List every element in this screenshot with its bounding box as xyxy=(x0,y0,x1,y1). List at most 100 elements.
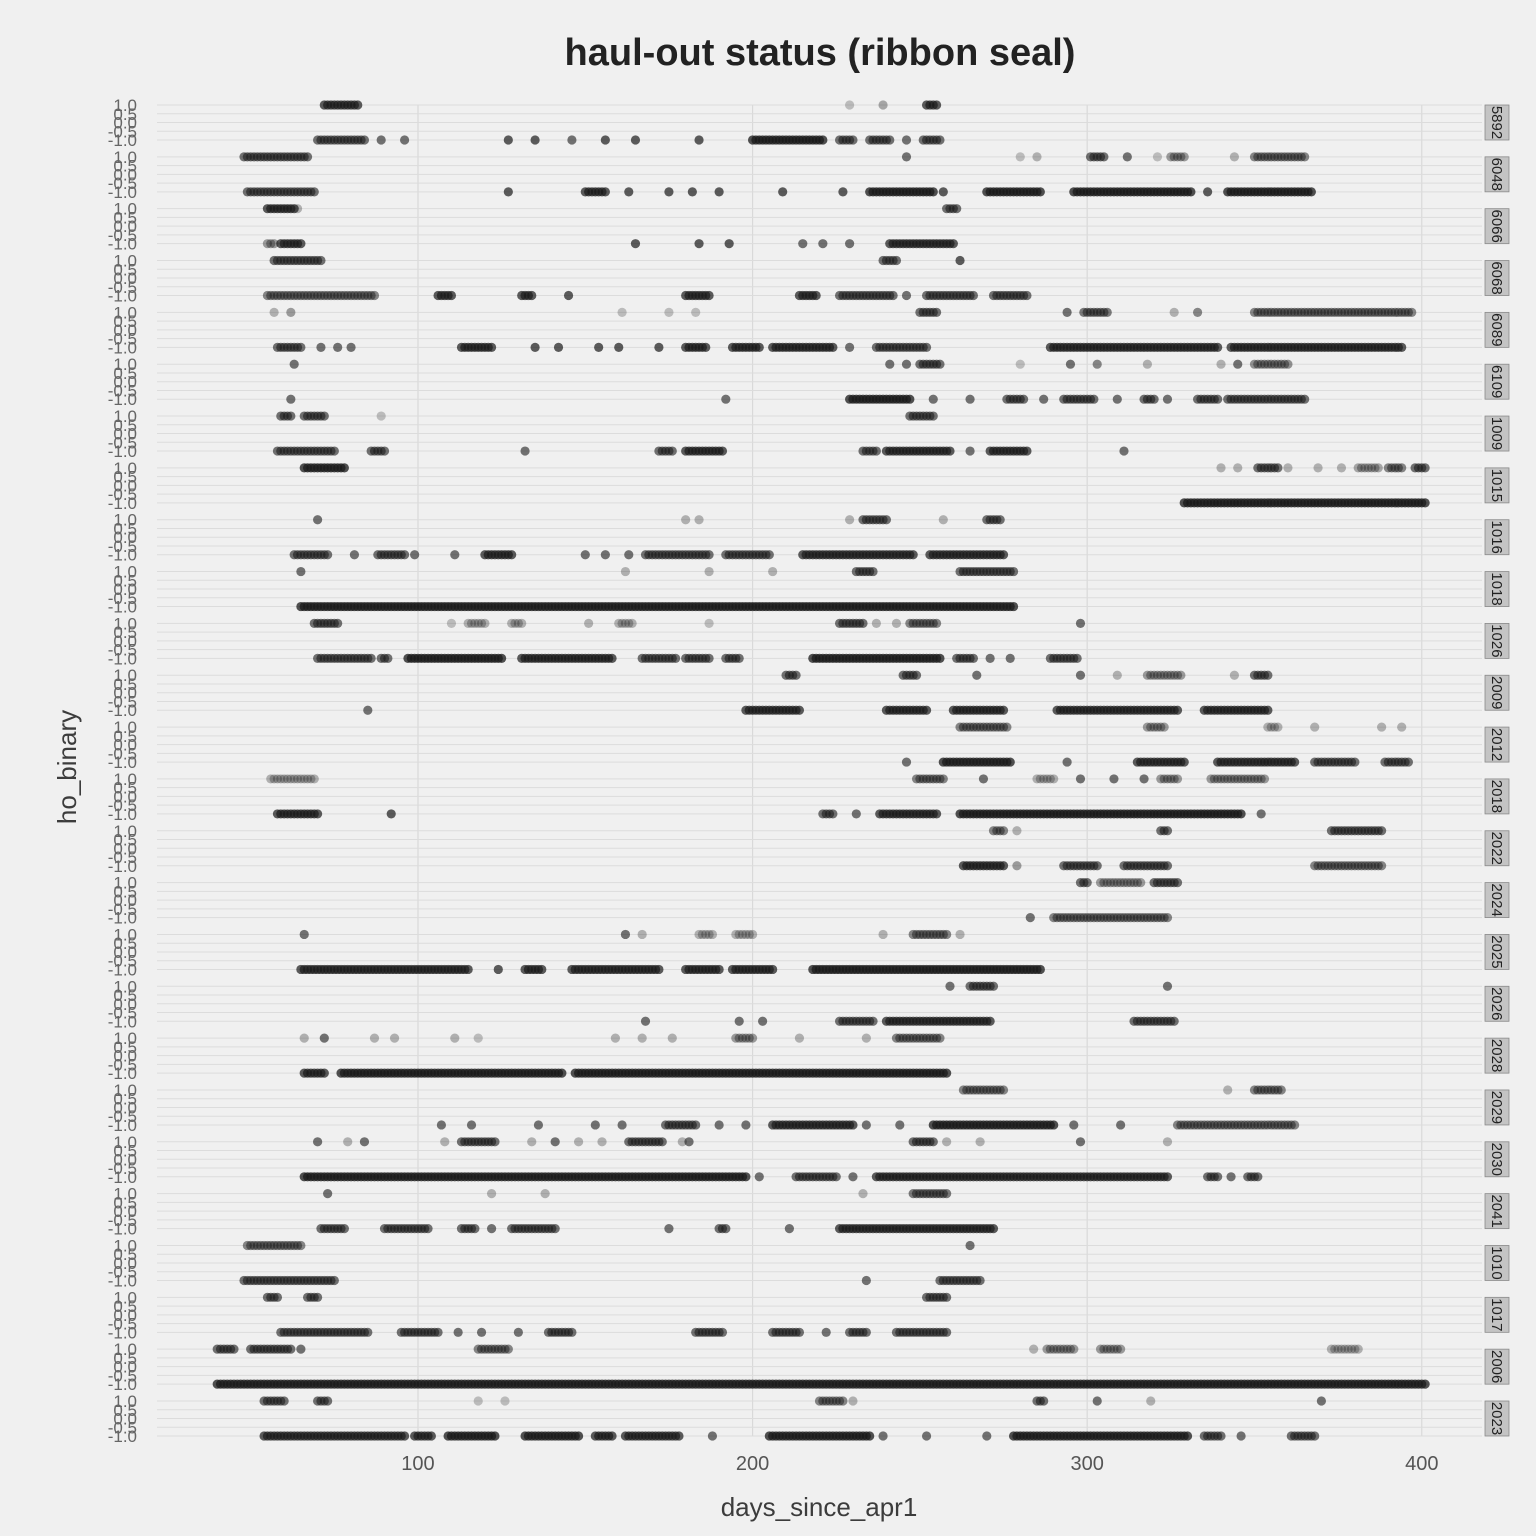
data-point xyxy=(1249,359,1260,369)
data-point xyxy=(1273,722,1283,732)
data-point xyxy=(1166,152,1176,162)
y-tick-label: -1.0 xyxy=(108,1375,137,1394)
data-point xyxy=(737,1033,748,1043)
data-point xyxy=(1229,670,1239,680)
data-point xyxy=(573,1431,584,1441)
data-point xyxy=(1203,187,1213,197)
data-point xyxy=(1259,774,1270,784)
y-tick-label: 0.5 xyxy=(113,416,137,435)
data-point xyxy=(1219,774,1229,784)
data-point xyxy=(630,135,641,145)
data-point xyxy=(975,1137,985,1147)
data-point xyxy=(1099,1344,1109,1354)
data-point xyxy=(440,1137,450,1147)
data-point xyxy=(865,1431,875,1441)
data-point xyxy=(1152,670,1163,680)
data-point xyxy=(567,1327,577,1337)
data-point xyxy=(520,446,530,456)
data-point xyxy=(848,1120,858,1130)
data-point xyxy=(640,1016,651,1026)
data-point xyxy=(955,255,965,266)
data-point xyxy=(1015,152,1025,162)
data-point xyxy=(764,550,774,560)
data-point xyxy=(1146,1396,1156,1406)
data-point xyxy=(600,187,610,197)
data-point xyxy=(1236,774,1246,784)
data-point xyxy=(1216,1431,1226,1441)
data-point xyxy=(410,550,420,560)
data-point xyxy=(942,1137,952,1147)
data-point xyxy=(363,1327,373,1337)
facet-strip xyxy=(1484,363,1510,400)
data-point xyxy=(1075,618,1086,629)
data-point xyxy=(878,100,888,110)
y-tick-label: 0.5 xyxy=(113,727,137,746)
data-point xyxy=(1092,359,1102,369)
data-point xyxy=(721,394,731,404)
data-point xyxy=(878,1431,888,1441)
data-point xyxy=(1152,722,1163,732)
y-tick-label: 1.0 xyxy=(113,96,137,115)
data-point xyxy=(704,550,714,560)
data-point xyxy=(1169,774,1179,784)
facet-label: 1016 xyxy=(1488,521,1505,554)
data-point xyxy=(921,342,932,352)
data-point xyxy=(292,204,303,214)
data-point xyxy=(1082,878,1092,888)
data-point xyxy=(1366,463,1377,473)
data-point xyxy=(694,239,704,249)
y-tick-label: -1.0 xyxy=(108,753,137,772)
data-point xyxy=(470,618,480,629)
data-point xyxy=(1092,861,1102,871)
y-tick-label: 1.0 xyxy=(113,874,137,893)
data-point xyxy=(1253,774,1263,784)
data-point xyxy=(1169,307,1179,317)
data-point xyxy=(744,1033,754,1043)
data-point xyxy=(486,1224,497,1234)
data-point xyxy=(306,774,316,784)
data-point xyxy=(1089,394,1099,404)
data-point xyxy=(734,653,744,664)
data-point xyxy=(1263,705,1273,715)
data-point xyxy=(811,290,821,301)
data-point xyxy=(1025,913,1035,923)
data-point xyxy=(286,411,296,421)
data-point xyxy=(985,653,995,664)
data-point xyxy=(1112,878,1122,888)
data-point xyxy=(831,1172,841,1182)
y-tick-label: 0.0 xyxy=(113,1358,137,1377)
data-point xyxy=(1316,1396,1326,1406)
data-point xyxy=(1283,463,1293,473)
data-point xyxy=(697,929,707,940)
data-point xyxy=(1420,1379,1430,1389)
y-tick-label: -0.5 xyxy=(108,744,137,763)
y-tick-label: 1.0 xyxy=(113,1340,137,1359)
data-point xyxy=(1233,463,1243,473)
data-point xyxy=(627,618,637,629)
data-point xyxy=(1162,1172,1173,1182)
data-point xyxy=(316,342,326,352)
data-point xyxy=(694,135,704,145)
data-point xyxy=(1397,342,1407,352)
data-point xyxy=(497,653,507,664)
data-point xyxy=(289,204,299,214)
data-point xyxy=(985,1016,995,1026)
data-point xyxy=(323,1396,333,1406)
data-point xyxy=(1269,722,1280,732)
facet-strip xyxy=(1484,934,1510,970)
data-point xyxy=(861,1033,871,1043)
data-point xyxy=(1162,1137,1173,1147)
data-point xyxy=(928,394,938,404)
data-point xyxy=(1156,722,1166,732)
data-point xyxy=(1075,670,1086,680)
y-tick-label: -1.0 xyxy=(108,183,137,202)
data-point xyxy=(952,204,962,214)
data-point xyxy=(945,446,955,456)
y-tick-label: -1.0 xyxy=(108,287,137,306)
data-point xyxy=(965,446,975,456)
data-point xyxy=(1420,498,1430,508)
y-tick-label: -0.5 xyxy=(108,641,137,660)
data-point xyxy=(1095,878,1106,888)
data-point xyxy=(1169,670,1179,680)
y-tick-label: -0.5 xyxy=(108,1211,137,1230)
